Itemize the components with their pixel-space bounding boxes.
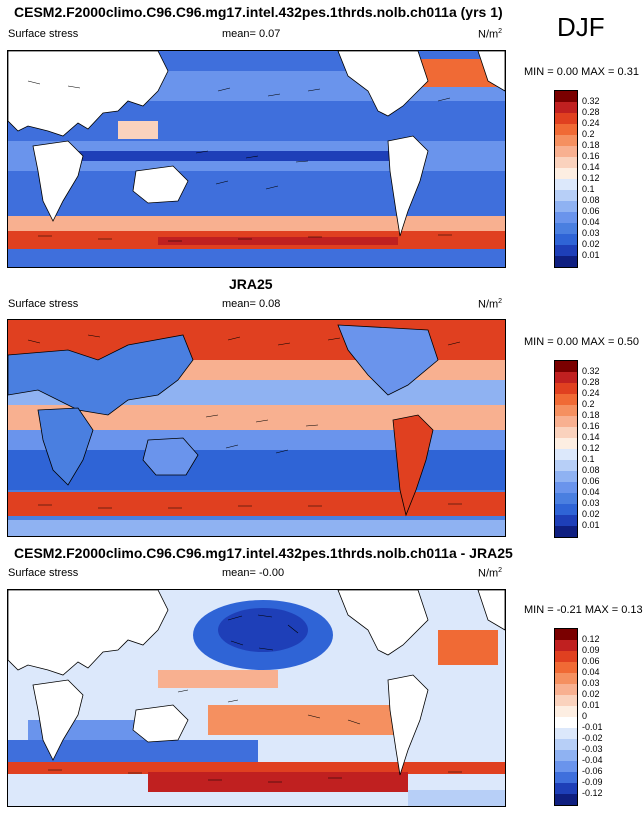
panel-1-map xyxy=(7,50,506,268)
colorbar-label: 0.16 xyxy=(582,421,600,431)
colorbar-label: -0.06 xyxy=(582,766,603,776)
panel-3-mean: mean= -0.00 xyxy=(222,567,285,579)
panel-1-variable: Surface stress xyxy=(8,28,79,40)
colorbar-label: 0.2 xyxy=(582,129,595,139)
panel-2-minmax: MIN = 0.00 MAX = 0.50 xyxy=(524,336,639,348)
colorbar-label: 0.03 xyxy=(582,678,600,688)
colorbar-label: -0.01 xyxy=(582,722,603,732)
panel-2-variable: Surface stress xyxy=(8,298,79,310)
colorbar-label: 0.06 xyxy=(582,206,600,216)
colorbar-label: 0.08 xyxy=(582,465,600,475)
colorbar-label: 0.32 xyxy=(582,96,600,106)
panel-3-units: N/m2 xyxy=(478,567,503,580)
panel-3-colorbar xyxy=(554,628,578,806)
colorbar-label: -0.02 xyxy=(582,733,603,743)
panel-2-units: N/m2 xyxy=(478,298,503,311)
colorbar-label: -0.03 xyxy=(582,744,603,754)
panel-1-minmax: MIN = 0.00 MAX = 0.31 xyxy=(524,66,639,78)
panel-2-colorbar xyxy=(554,360,578,538)
panel-1-colorbar xyxy=(554,90,578,268)
colorbar-label: 0.24 xyxy=(582,388,600,398)
panel-3-title: CESM2.F2000climo.C96.C96.mg17.intel.432p… xyxy=(14,545,513,561)
colorbar-label: 0.16 xyxy=(582,151,600,161)
colorbar-label: -0.09 xyxy=(582,777,603,787)
colorbar-label: 0.12 xyxy=(582,634,600,644)
colorbar-label: 0.09 xyxy=(582,645,600,655)
colorbar-label: 0.12 xyxy=(582,173,600,183)
colorbar-label: 0.14 xyxy=(582,162,600,172)
colorbar-label: 0.1 xyxy=(582,454,595,464)
colorbar-label: 0.01 xyxy=(582,700,600,710)
colorbar-label: 0.08 xyxy=(582,195,600,205)
panel-3-minmax: MIN = -0.21 MAX = 0.13 xyxy=(524,604,643,616)
panel-2-mean: mean= 0.08 xyxy=(222,298,281,310)
colorbar-label: 0 xyxy=(582,711,588,721)
panel-2-title: JRA25 xyxy=(229,276,273,292)
colorbar-label: 0.28 xyxy=(582,107,600,117)
colorbar-label: -0.12 xyxy=(582,788,603,798)
colorbar-label: 0.04 xyxy=(582,217,600,227)
panel-3-map xyxy=(7,589,506,807)
colorbar-label: 0.18 xyxy=(582,140,600,150)
colorbar-label: -0.04 xyxy=(582,755,603,765)
colorbar-label: 0.28 xyxy=(582,377,600,387)
colorbar-label: 0.01 xyxy=(582,250,600,260)
season-label: DJF xyxy=(557,12,605,42)
colorbar-label: 0.04 xyxy=(582,487,600,497)
colorbar-label: 0.2 xyxy=(582,399,595,409)
colorbar-label: 0.01 xyxy=(582,520,600,530)
panel-3-variable: Surface stress xyxy=(8,567,79,579)
colorbar-label: 0.1 xyxy=(582,184,595,194)
colorbar-label: 0.24 xyxy=(582,118,600,128)
colorbar-label: 0.18 xyxy=(582,410,600,420)
colorbar-label: 0.32 xyxy=(582,366,600,376)
colorbar-label: 0.02 xyxy=(582,239,600,249)
colorbar-label: 0.04 xyxy=(582,667,600,677)
panel-1-mean: mean= 0.07 xyxy=(222,28,281,40)
colorbar-label: 0.12 xyxy=(582,443,600,453)
colorbar-label: 0.06 xyxy=(582,656,600,666)
colorbar-label: 0.02 xyxy=(582,689,600,699)
colorbar-label: 0.06 xyxy=(582,476,600,486)
colorbar-label: 0.03 xyxy=(582,228,600,238)
panel-1-title: CESM2.F2000climo.C96.C96.mg17.intel.432p… xyxy=(14,4,503,20)
panel-2-map xyxy=(7,319,506,537)
panel-1-units: N/m2 xyxy=(478,28,503,41)
colorbar-label: 0.03 xyxy=(582,498,600,508)
colorbar-label: 0.14 xyxy=(582,432,600,442)
colorbar-label: 0.02 xyxy=(582,509,600,519)
